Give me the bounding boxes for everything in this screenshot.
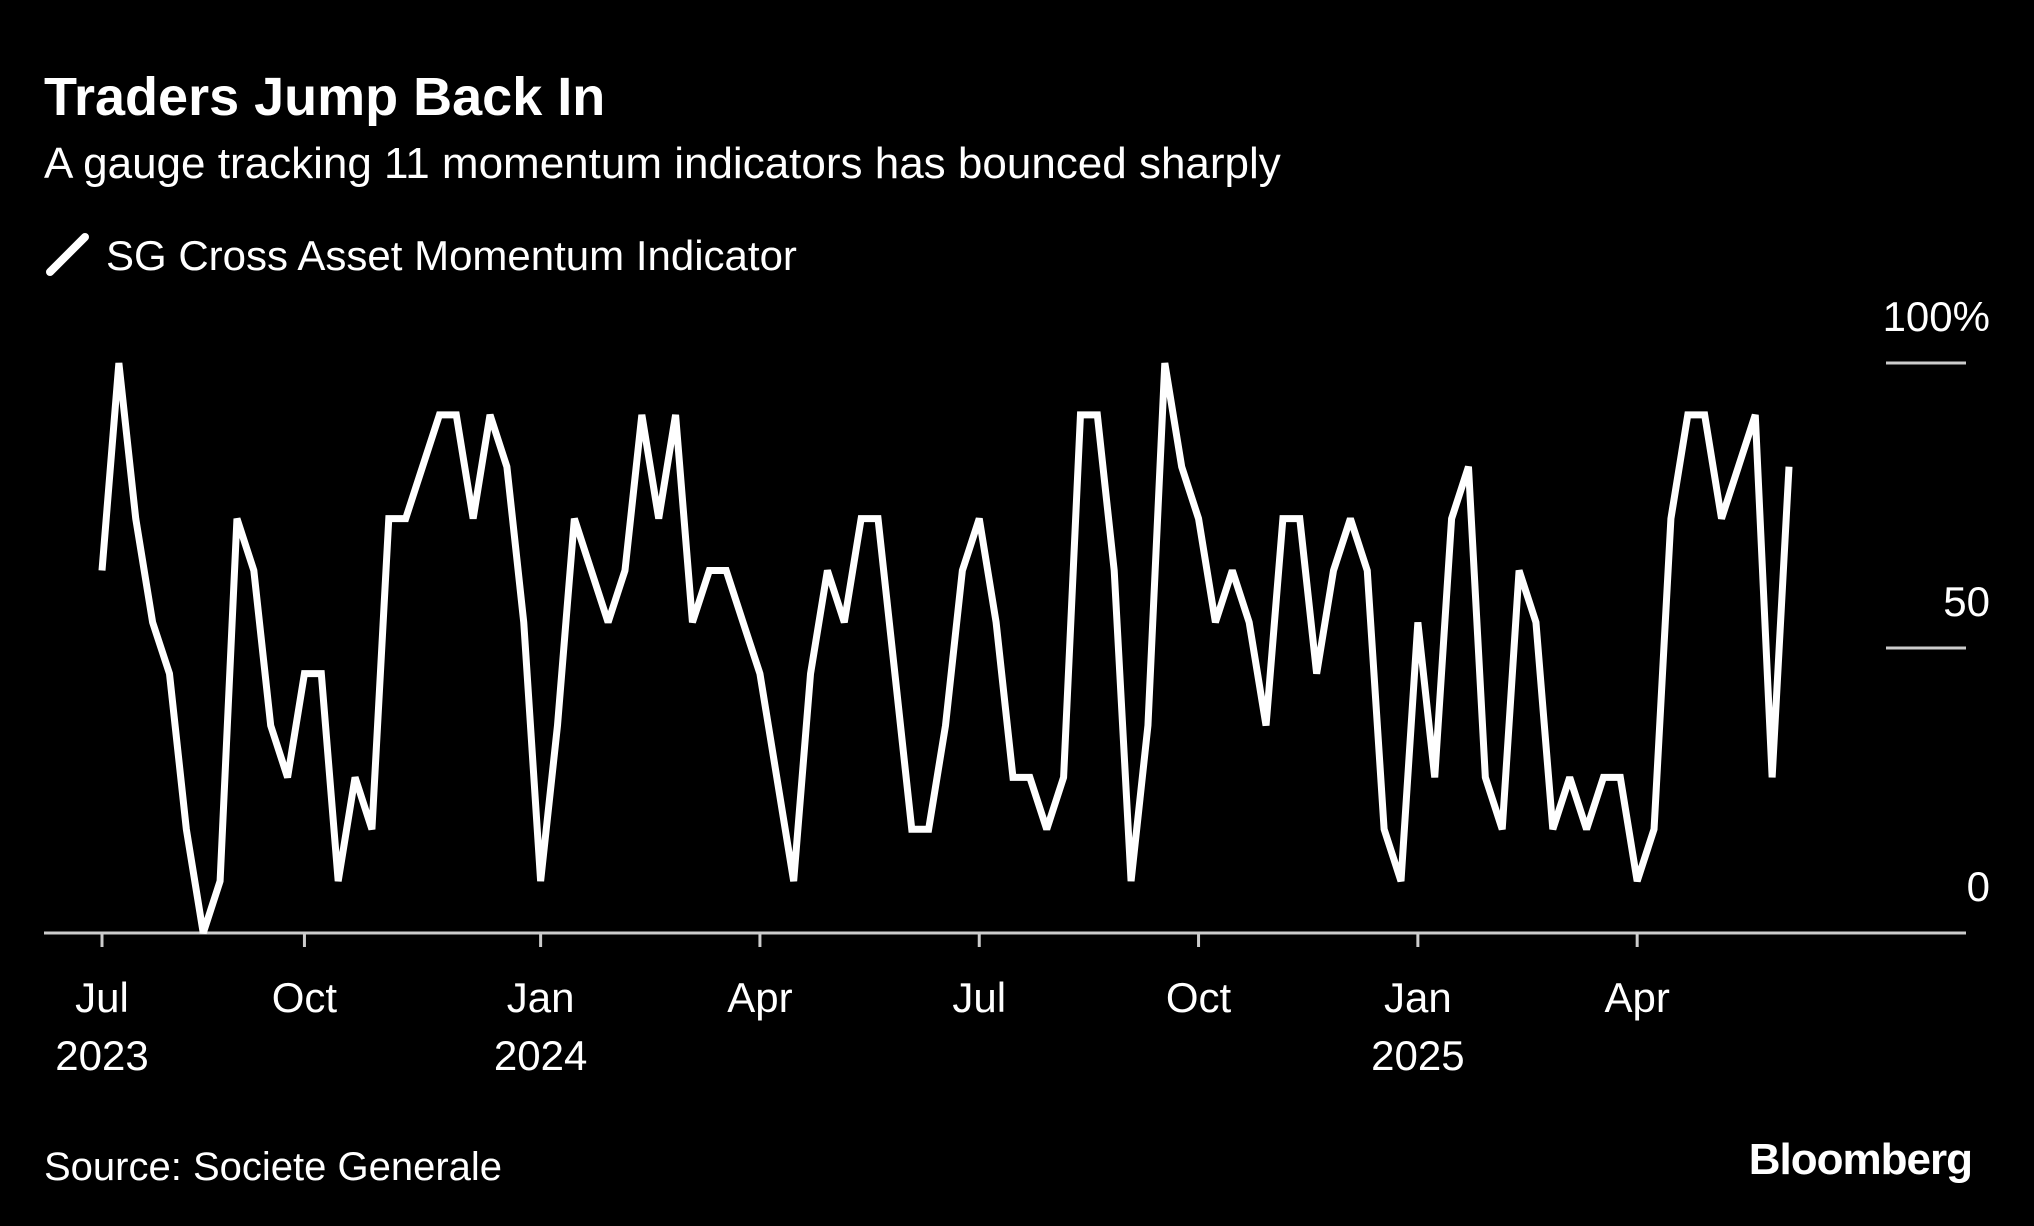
chart-subtitle: A gauge tracking 11 momentum indicators … [44, 139, 1281, 188]
x-tick-label: Apr [1604, 974, 1669, 1021]
data-line [98, 362, 1793, 935]
x-tick-label: Jan 2025 [1371, 974, 1464, 1079]
x-tick-label: Apr [727, 974, 792, 1021]
y-tick-label: 100% [1883, 293, 1990, 340]
x-tick-label: Jan 2024 [494, 974, 587, 1079]
y-tick-label: 50 [1943, 578, 1990, 625]
source: Source: Societe Generale [44, 1145, 502, 1189]
x-tick-label: Jul [952, 974, 1006, 1021]
x-tick-label: Oct [1166, 974, 1232, 1021]
legend-label: SG Cross Asset Momentum Indicator [106, 232, 797, 279]
brand: Bloomberg [1749, 1135, 1972, 1184]
chart-title: Traders Jump Back In [44, 67, 605, 127]
x-tick-label: Jul 2023 [55, 974, 148, 1079]
x-tick-label: Oct [272, 974, 338, 1021]
y-tick-label: 0 [1967, 863, 1990, 910]
legend-swatch [46, 233, 89, 276]
